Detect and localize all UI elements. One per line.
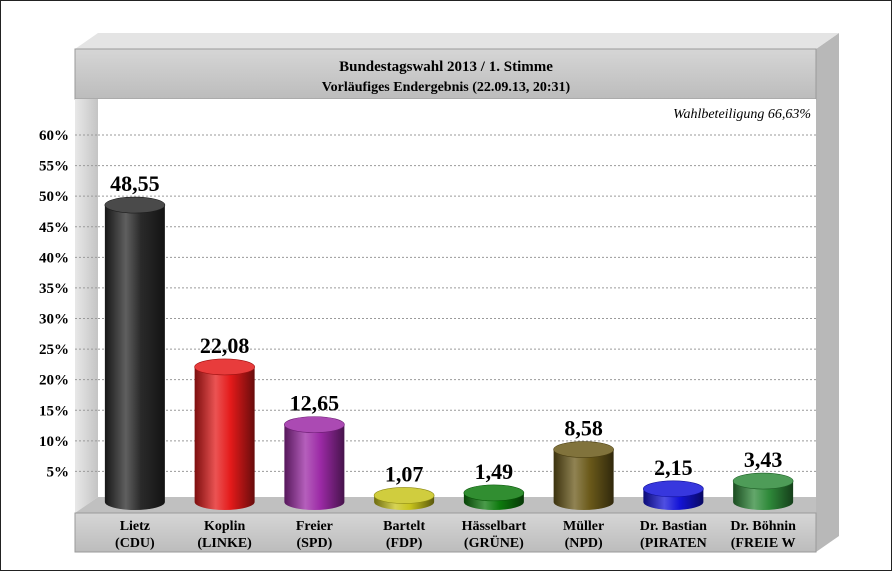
x-tick-label-name: Freier [296, 519, 333, 534]
plot-floor [75, 497, 816, 513]
y-tick-label: 55% [39, 159, 69, 175]
bar-value-label: 12,65 [290, 391, 340, 416]
bar-top [463, 484, 525, 502]
x-tick-label-name: Müller [563, 519, 604, 534]
y-tick-label: 30% [39, 312, 69, 328]
x-tick-label-party: (FDP) [386, 536, 423, 551]
y-tick-label: 50% [39, 189, 69, 205]
bar-top [284, 416, 345, 433]
x-tick-label-name: Hässelbart [462, 519, 527, 534]
x-tick-label-name: Koplin [204, 519, 245, 534]
y-tick-label: 45% [39, 220, 69, 236]
x-tick-label-party: (FREIE W [731, 536, 796, 551]
x-tick-label-party: (CDU) [115, 536, 155, 551]
bar-value-label: 2,15 [654, 455, 693, 480]
x-tick-label-name: Bartelt [383, 519, 425, 534]
chart-subtitle: Vorläufiges Endergebnis (22.09.13, 20:31… [322, 80, 571, 95]
bar-koplin [194, 366, 255, 510]
bar-value-label: 1,07 [385, 461, 424, 486]
bar-value-label: 48,55 [110, 171, 160, 196]
x-tick-label-party: (SPD) [296, 536, 332, 551]
title-band [74, 48, 817, 100]
x-tick-label-name: Dr. Bastian [640, 519, 707, 534]
x-tick-label-name: Dr. Böhnin [730, 519, 796, 534]
x-tick-label-party: (GRÜNE) [464, 534, 524, 551]
bar-top [643, 480, 704, 498]
bar-value-label: 8,58 [564, 416, 603, 441]
x-tick-label-party: (NPD) [565, 536, 603, 551]
bar-top [732, 472, 794, 490]
y-tick-label: 10% [39, 434, 69, 450]
x-tick-label-party: (LINKE) [197, 536, 252, 551]
bar-value-label: 22,08 [200, 333, 250, 358]
bars: 48,55 22,08 12,65 1,07 1,49 8,58 2,15 3,43 [104, 171, 794, 510]
y-tick-label: 60% [39, 128, 69, 144]
y-tick-label: 20% [39, 373, 69, 389]
y-axis: 5% 10% 15% 20% 25% 30% 35% 40% 45% 50% 55% 60% [39, 128, 69, 480]
bar-müller [553, 449, 614, 510]
y-tick-label: 25% [39, 342, 69, 358]
x-tick-label-name: Lietz [120, 519, 150, 534]
bar-top [373, 487, 435, 504]
bar-value-label: 3,43 [744, 447, 783, 472]
bar-lietz [104, 205, 165, 510]
y-tick-label: 15% [39, 403, 69, 419]
category-band [74, 512, 817, 553]
bar-top [553, 441, 614, 458]
bar-top [194, 358, 255, 376]
frame-top-bevel [75, 33, 839, 49]
bar-top [104, 196, 166, 214]
y-tick-label: 40% [39, 250, 69, 266]
bar-freier [284, 424, 345, 510]
y-tick-label: 35% [39, 281, 69, 297]
x-tick-label-party: (PIRATEN [640, 536, 707, 551]
plot-left-wall [75, 99, 98, 513]
bar-value-label: 1,49 [475, 459, 514, 484]
y-tick-label: 5% [47, 464, 70, 480]
x-axis: Lietz (CDU) Koplin (LINKE) Freier (SPD) Bartel… [115, 519, 796, 551]
turnout-annotation: Wahlbeteiligung 66,63% [673, 107, 811, 122]
frame-right-side [816, 33, 839, 552]
chart-title: Bundestagswahl 2013 / 1. Stimme [339, 59, 553, 75]
